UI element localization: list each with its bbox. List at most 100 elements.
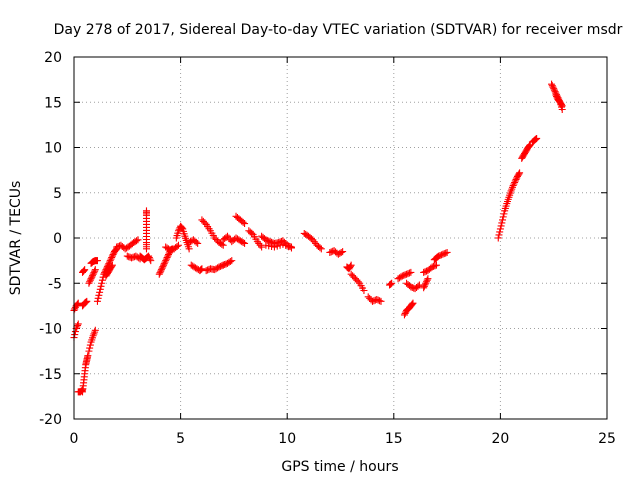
data-point-marker (494, 234, 502, 242)
data-point-marker (414, 282, 422, 290)
data-point-marker (159, 263, 167, 271)
data-point-marker (86, 341, 94, 349)
data-point-marker (550, 85, 558, 93)
data-point-marker (93, 297, 101, 305)
grid-lines (74, 57, 607, 419)
y-tick-label: 5 (53, 186, 62, 202)
data-point-marker (241, 239, 249, 247)
data-point-marker (108, 254, 116, 262)
data-point-marker (162, 257, 170, 265)
y-tick-label: -10 (39, 322, 62, 338)
x-axis-label: GPS time / hours (281, 459, 398, 475)
data-point-marker (442, 249, 450, 257)
data-point-marker (81, 299, 89, 307)
y-tick-label: -20 (39, 412, 62, 428)
x-tick-label: 15 (385, 431, 403, 447)
data-point-marker (388, 279, 396, 287)
data-point-marker (550, 86, 558, 94)
data-point-marker (98, 276, 106, 284)
data-point-marker (160, 260, 168, 268)
data-point-marker (226, 258, 234, 266)
data-point-marker (73, 323, 81, 331)
data-point-marker (89, 270, 97, 278)
data-point-marker (354, 278, 362, 286)
data-point-marker (163, 254, 171, 262)
data-point-marker (145, 254, 153, 262)
data-point-marker (164, 252, 172, 260)
data-point-marker (107, 255, 115, 263)
data-point-marker (134, 236, 142, 244)
data-point-marker (87, 275, 95, 283)
data-point-marker (79, 267, 87, 275)
data-point-marker (174, 241, 182, 249)
x-tick-label: 10 (278, 431, 296, 447)
data-point-marker (408, 300, 416, 308)
data-point-marker (500, 210, 508, 218)
data-point-marker (81, 266, 89, 274)
plot-frame (73, 56, 608, 420)
data-point-marker (509, 182, 517, 190)
data-point-marker (376, 297, 384, 305)
data-point-marker (192, 238, 200, 246)
y-tick-label: 0 (53, 231, 62, 247)
data-point-marker (499, 216, 507, 224)
data-point-marker (387, 280, 395, 288)
data-point-marker (549, 83, 557, 91)
data-point-marker (94, 294, 102, 302)
data-point-marker (377, 297, 385, 305)
data-point-marker (420, 284, 428, 292)
data-point-marker (515, 170, 523, 178)
data-point-marker (409, 299, 417, 307)
data-point-marker (241, 220, 249, 228)
data-point-marker (160, 261, 168, 269)
data-point-marker (108, 261, 116, 269)
data-point-marker (83, 297, 91, 305)
data-point-marker (95, 291, 103, 299)
data-point-marker (422, 279, 430, 287)
data-point-marker (86, 344, 94, 352)
data-point-marker (97, 282, 105, 290)
data-point-marker (108, 252, 116, 260)
data-point-marker (74, 321, 82, 329)
data-point-marker (71, 305, 79, 313)
y-tick-label: 20 (44, 50, 62, 66)
data-point-marker (161, 258, 169, 266)
data-point-marker (516, 169, 524, 177)
data-point-marker (85, 279, 93, 287)
data-point-marker (162, 255, 170, 263)
data-point-marker (511, 177, 519, 185)
data-point-marker (88, 272, 96, 280)
data-point-marker (532, 135, 540, 143)
y-tick-label: -5 (48, 276, 62, 292)
data-point-marker (400, 311, 408, 319)
y-tick-label: 10 (44, 141, 62, 157)
data-point-marker (147, 257, 155, 265)
data-point-marker (420, 282, 428, 290)
data-point-marker (74, 299, 82, 307)
data-point-marker (386, 280, 394, 288)
data-point-marker (86, 278, 94, 286)
data-point-marker (108, 262, 116, 270)
data-point-marker (424, 275, 432, 283)
data-point-marker (74, 300, 82, 308)
data-point-marker (90, 330, 98, 338)
data-point-marker (145, 252, 153, 260)
data-point-marker (88, 273, 96, 281)
data-points (70, 80, 566, 396)
data-point-marker (155, 270, 163, 278)
data-point-marker (173, 242, 181, 250)
data-point-marker (432, 261, 440, 269)
data-point-marker (421, 281, 429, 289)
x-tick-label: 5 (176, 431, 185, 447)
data-point-marker (239, 218, 247, 226)
data-point-marker (106, 257, 114, 265)
data-point-marker (109, 251, 117, 259)
data-point-marker (317, 245, 325, 253)
data-point-marker (96, 285, 104, 293)
data-point-marker (347, 261, 355, 269)
x-tick-label: 0 (70, 431, 79, 447)
data-point-marker (91, 267, 99, 275)
data-point-marker (511, 178, 519, 186)
data-point-marker (74, 320, 82, 328)
